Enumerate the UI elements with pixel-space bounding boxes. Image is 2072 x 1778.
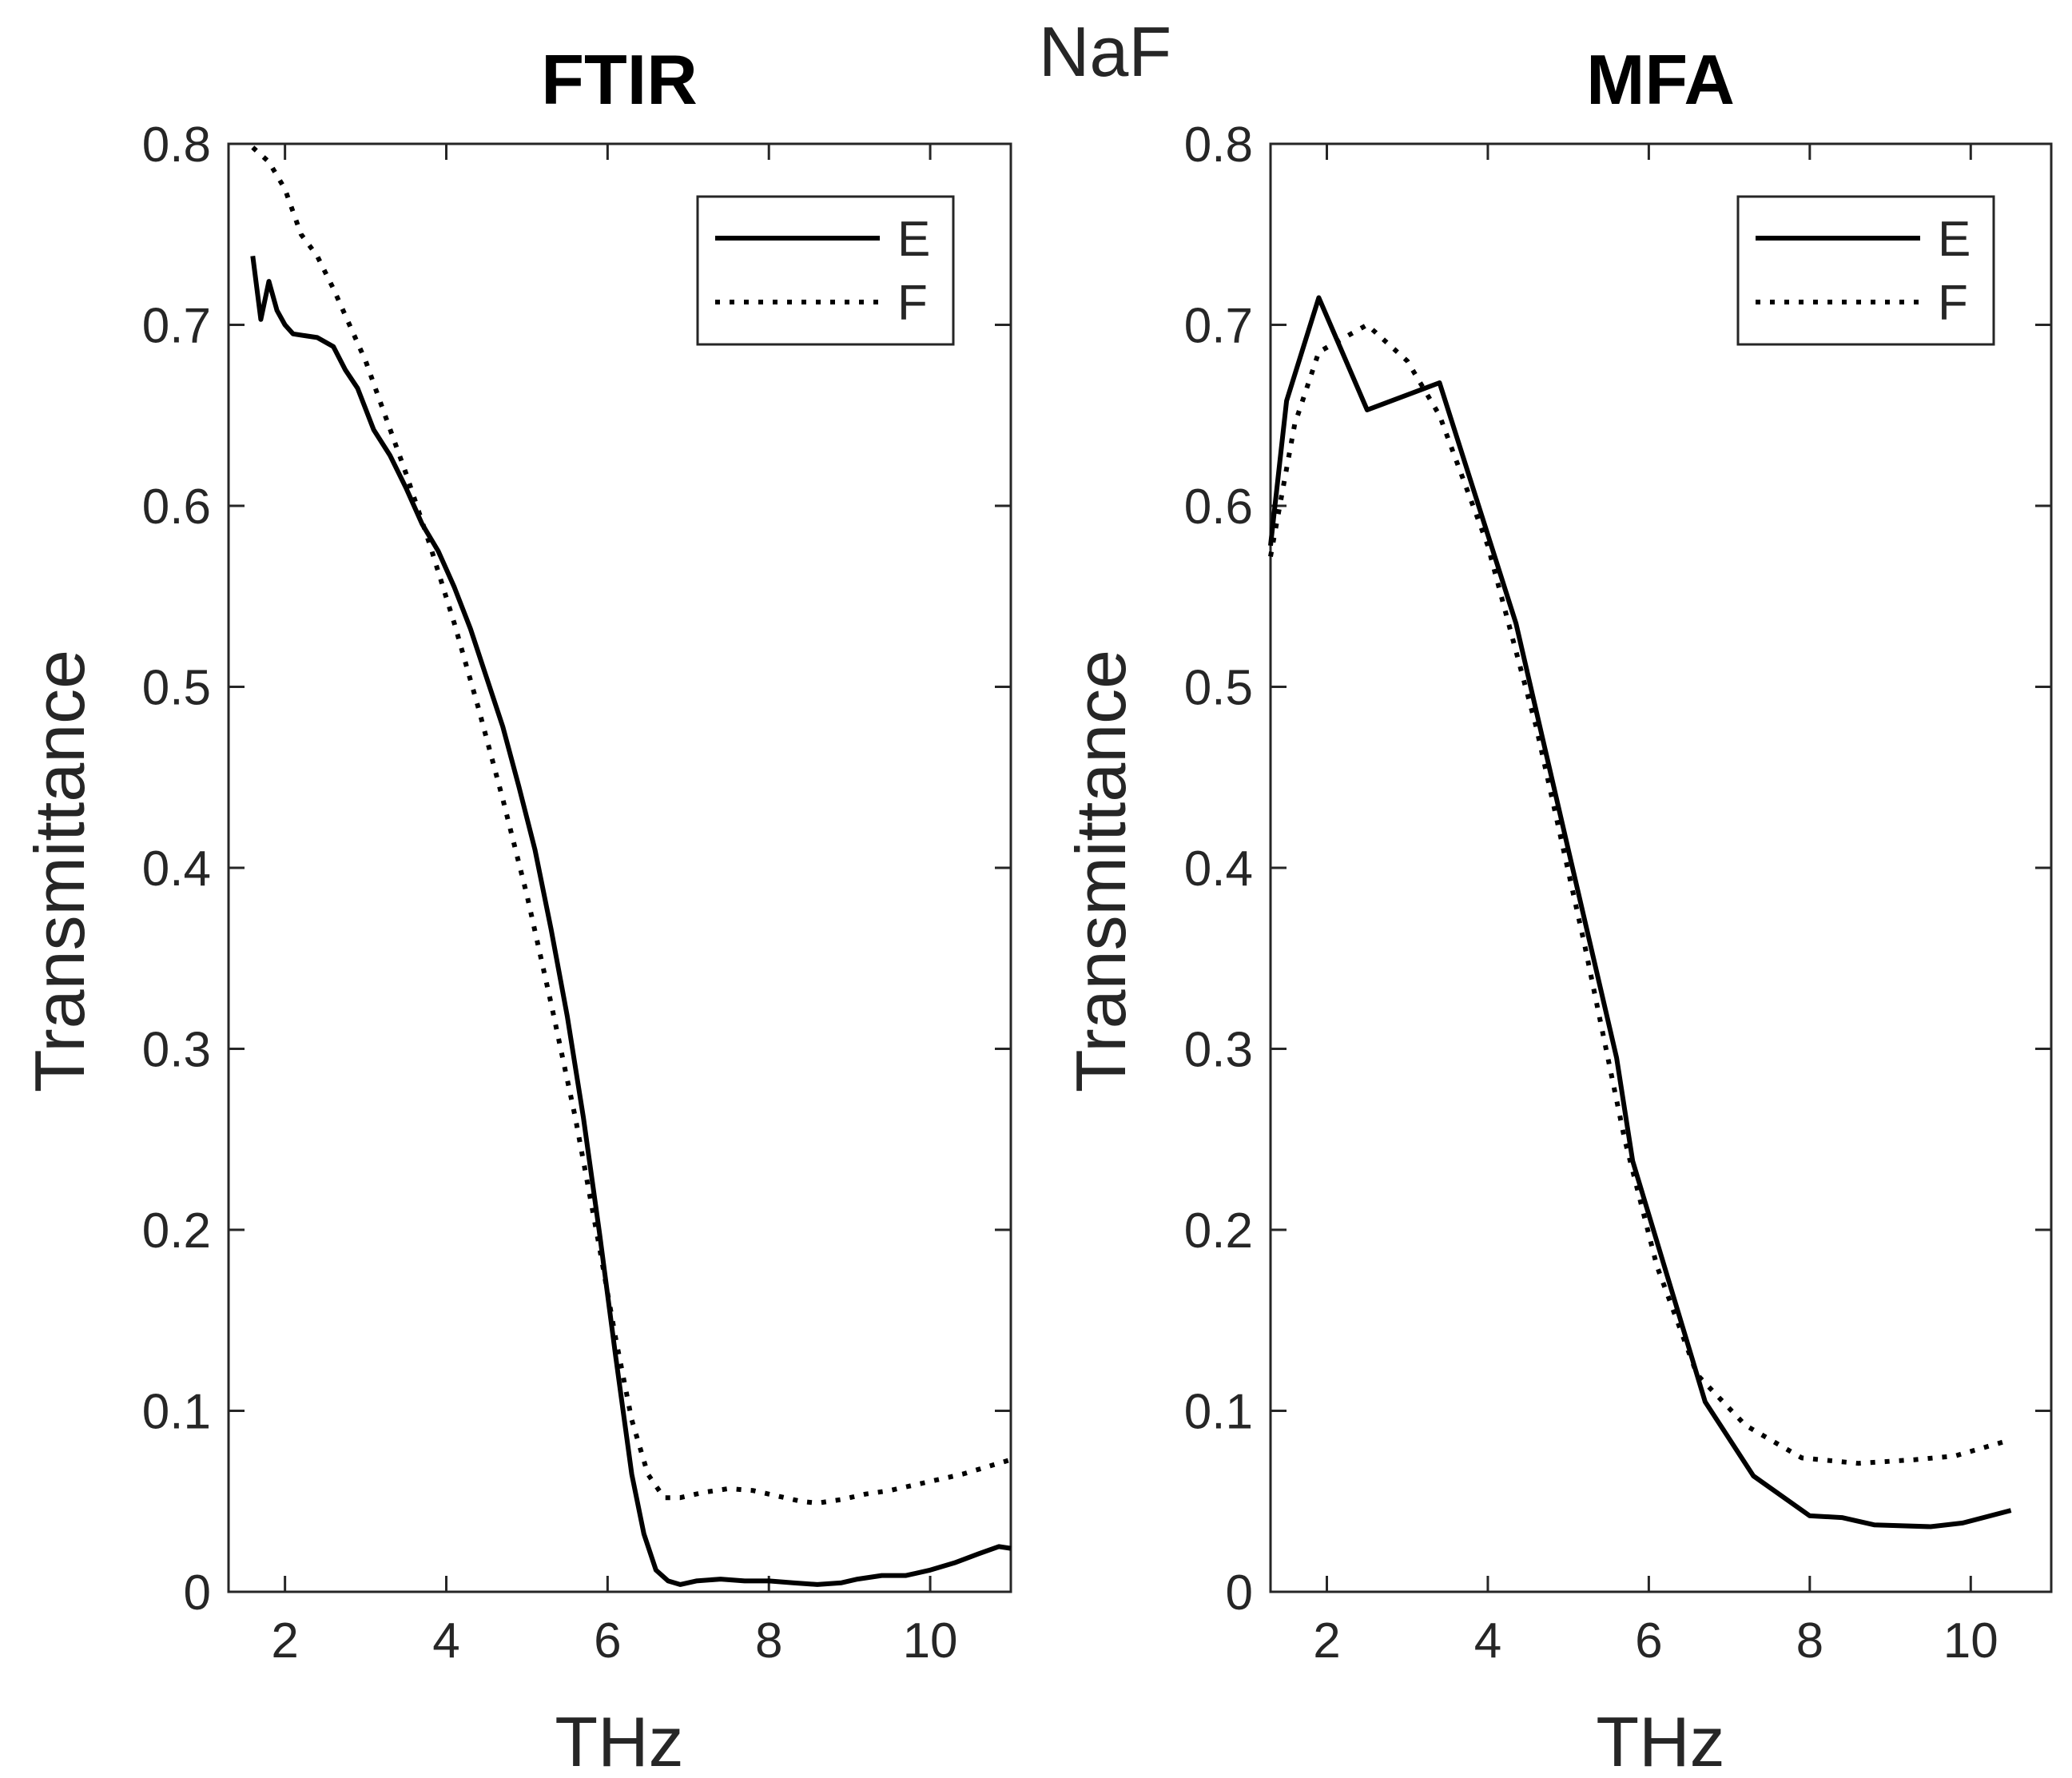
y-tick-label: 0.1 [142,1385,211,1440]
series-line-F [1268,322,2012,1466]
y-tick-label: 0.6 [1184,479,1253,535]
x-axis-label: THz [1596,1702,1724,1778]
x-tick-label: 10 [903,1613,958,1669]
y-tick-label: 0.2 [1184,1203,1253,1259]
y-tick-label: 0.4 [1184,841,1253,897]
y-tick-label: 0.7 [142,299,211,354]
axes-box [1269,142,2053,1593]
series-line-E [1268,295,2012,1529]
legend-label: E [897,212,930,267]
x-tick-label: 8 [755,1613,782,1669]
y-tick-label: 0.1 [1184,1385,1253,1440]
x-axis-label: THz [555,1702,683,1778]
panel-ftir: FTIR THz Transmittance 2 4 6 8 10 0 0.1 0.2 0.3 0… [20,40,1012,1778]
chart-title: FTIR [541,40,698,119]
y-tick-label: 0.6 [142,479,211,535]
x-tick-label: 2 [1313,1613,1340,1669]
x-tick-label: 10 [1943,1613,1998,1669]
y-tick-label: 0 [184,1565,211,1621]
y-tick-label: 0.8 [1184,117,1253,173]
y-axis-label: Transmittance [20,650,99,1092]
x-tick-label: 4 [432,1613,459,1669]
y-tick-label: 0.4 [142,841,211,897]
chart-title: MFA [1586,40,1735,119]
y-tick-label: 0 [1226,1565,1253,1621]
y-tick-label: 0.3 [142,1023,211,1078]
legend-label: E [1938,212,1971,267]
series-line-E [250,256,1012,1587]
y-axis-label: Transmittance [1061,650,1140,1092]
legend-label: F [1938,276,1968,331]
series-line-F [251,145,1012,1506]
x-tick-label: 8 [1796,1613,1823,1669]
y-tick-label: 0.5 [142,661,211,716]
figure-suptitle: NaF [1039,12,1171,91]
x-tick-label: 2 [271,1613,298,1669]
y-tick-label: 0.5 [1184,661,1253,716]
x-tick-label: 6 [594,1613,621,1669]
legend-label: F [897,276,928,331]
legend-box [1736,195,1995,346]
y-tick-label: 0.3 [1184,1023,1253,1078]
y-tick-label: 0.8 [142,117,211,173]
panel-mfa: MFA THz Transmittance 2 4 6 8 10 0 0.1 0.2 0.3 0.… [1061,40,2053,1778]
legend-box [696,195,955,346]
y-tick-label: 0.7 [1184,299,1253,354]
x-tick-label: 4 [1474,1613,1501,1669]
y-tick-label: 0.2 [142,1203,211,1259]
x-tick-label: 6 [1635,1613,1662,1669]
